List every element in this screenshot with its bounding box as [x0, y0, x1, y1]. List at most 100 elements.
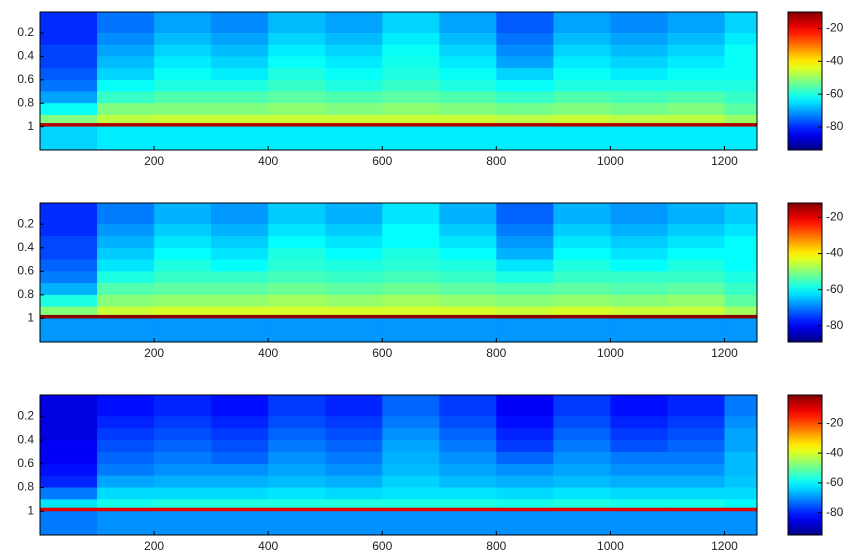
- heatmap-cell: [268, 283, 326, 296]
- heatmap-cell: [496, 91, 554, 104]
- heatmap-cell: [496, 224, 554, 237]
- heatmap-cell: [154, 123, 212, 127]
- heatmap-cell: [382, 12, 440, 34]
- heatmap-cell: [97, 235, 155, 249]
- heatmap-cell: [724, 103, 757, 116]
- heatmap-cell: [325, 475, 383, 488]
- heatmap-cell: [439, 451, 497, 465]
- heatmap-cell: [439, 283, 497, 296]
- heatmap-cell: [610, 271, 668, 284]
- heatmap-cell: [40, 123, 98, 127]
- heatmap-cell: [553, 395, 611, 417]
- heatmap-cell: [724, 283, 757, 296]
- heatmap-cell: [211, 224, 269, 237]
- heatmap-cell: [211, 68, 269, 81]
- heatmap-cell: [154, 463, 212, 476]
- heatmap-cell: [97, 416, 155, 429]
- heatmap-cell: [382, 259, 440, 272]
- x-tick-label: 800: [486, 154, 506, 168]
- colorbar: [787, 11, 823, 151]
- heatmap-cell: [496, 511, 554, 535]
- heatmap-cell: [496, 294, 554, 307]
- heatmap-cell: [268, 271, 326, 284]
- heatmap-cell: [97, 511, 155, 535]
- x-tick-label: 1200: [711, 539, 738, 553]
- heatmap-cell: [724, 56, 757, 69]
- heatmap-cell: [439, 247, 497, 260]
- heatmap-cell: [667, 499, 725, 509]
- heatmap-cell: [154, 259, 212, 272]
- heatmap-cell: [325, 259, 383, 272]
- heatmap-cell: [268, 114, 326, 124]
- heatmap-cell: [268, 416, 326, 429]
- heatmap-cell: [667, 283, 725, 296]
- plot-frame: [39, 394, 758, 536]
- x-tick-label: 800: [486, 346, 506, 360]
- heatmap-cell: [439, 33, 497, 46]
- heatmap-cell: [724, 271, 757, 284]
- heatmap-cell: [496, 79, 554, 92]
- heatmap-cell: [382, 33, 440, 46]
- heatmap-cell: [724, 440, 757, 453]
- heatmap-cell: [610, 395, 668, 417]
- heatmap-cell: [496, 33, 554, 46]
- heatmap-cell: [553, 56, 611, 69]
- heatmap-cell: [724, 395, 757, 417]
- heatmap-cell: [97, 114, 155, 124]
- heatmap-cell: [667, 123, 725, 127]
- y-tick-label: 1: [27, 311, 34, 325]
- heatmap-cell: [97, 103, 155, 116]
- heatmap-cell: [382, 318, 440, 342]
- heatmap-cell: [382, 475, 440, 488]
- x-tick-label: 400: [258, 539, 278, 553]
- heatmap-cell: [154, 247, 212, 260]
- heatmap-cell: [610, 475, 668, 488]
- heatmap-cell: [496, 235, 554, 249]
- heatmap-cell: [211, 395, 269, 417]
- heatmap-cell: [97, 123, 155, 127]
- heatmap-cell: [610, 68, 668, 81]
- heatmap-cell: [211, 123, 269, 127]
- heatmap-cell: [154, 224, 212, 237]
- heatmap-cell: [40, 44, 98, 57]
- x-tick-label: 200: [144, 539, 164, 553]
- heatmap-cell: [724, 44, 757, 57]
- heatmap-cell: [211, 306, 269, 316]
- x-tick-label: 1200: [711, 346, 738, 360]
- heatmap-cell: [496, 44, 554, 57]
- heatmap-cell: [40, 126, 98, 150]
- colorbar-tick-label: -20: [826, 210, 844, 224]
- heatmap-cell: [97, 12, 155, 34]
- x-tick-label: 400: [258, 154, 278, 168]
- heatmap-cell: [382, 203, 440, 225]
- heatmap-cell: [382, 271, 440, 284]
- heatmap-cell: [382, 428, 440, 441]
- heatmap-cell: [211, 294, 269, 307]
- plot-frame: [39, 202, 758, 343]
- heatmap-cell: [97, 224, 155, 237]
- heatmap-cell: [325, 428, 383, 441]
- heatmap-cell: [610, 294, 668, 307]
- heatmap-cell: [268, 44, 326, 57]
- heatmap-cell: [268, 235, 326, 249]
- heatmap-cell: [268, 440, 326, 453]
- heatmap-cell: [724, 306, 757, 316]
- heatmap-cell: [325, 306, 383, 316]
- heatmap-cell: [97, 283, 155, 296]
- heatmap-cell: [496, 306, 554, 316]
- heatmap-cell: [439, 103, 497, 116]
- heatmap-cell: [40, 314, 98, 319]
- heatmap-cell: [610, 463, 668, 476]
- heatmap-cell: [40, 203, 98, 225]
- heatmap-cell: [496, 463, 554, 476]
- heatmap-cell: [496, 318, 554, 342]
- plot-frame: [39, 11, 758, 151]
- x-tick-label: 1000: [597, 346, 624, 360]
- heatmap-cell: [97, 294, 155, 307]
- heatmap-cell: [496, 203, 554, 225]
- heatmap-cell: [97, 451, 155, 465]
- y-tick-label: 0.4: [17, 49, 34, 63]
- heatmap-cell: [439, 416, 497, 429]
- heatmap-cell: [97, 395, 155, 417]
- y-tick-label: 0.4: [17, 240, 34, 254]
